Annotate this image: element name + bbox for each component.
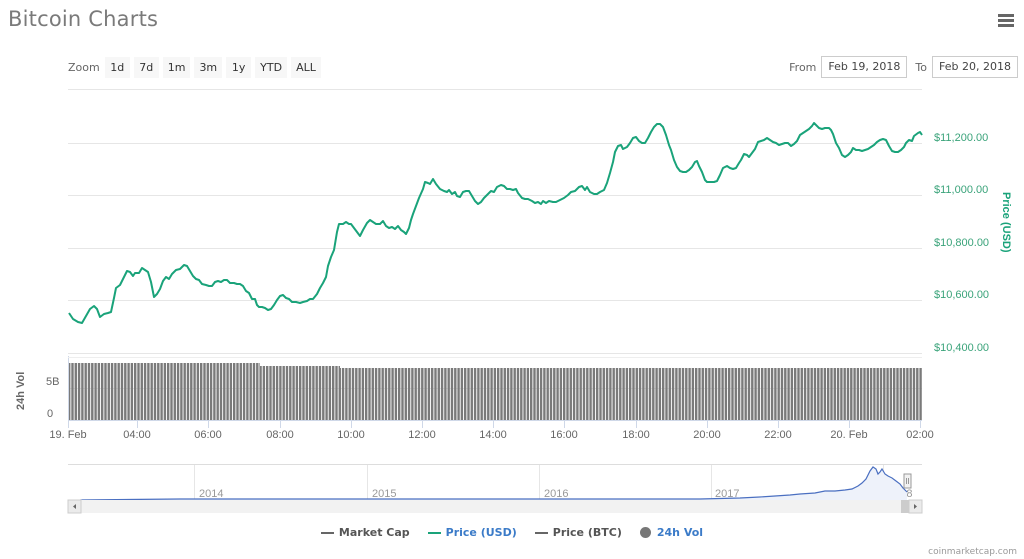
x-axis-labels: 19. Feb 04:00 06:00 08:00 10:00 12:00 14… [49, 429, 933, 441]
price-axis-labels: $11,200.00 $11,000.00 $10,800.00 $10,600… [934, 132, 989, 354]
svg-text:16:00: 16:00 [550, 429, 578, 441]
market-cap-line-icon [320, 531, 334, 534]
price-tick-11000: $11,000.00 [934, 184, 988, 196]
legend-item-price-btc[interactable]: Price (BTC) [534, 526, 622, 539]
price-tick-10800: $10,800.00 [934, 237, 989, 249]
price-usd-line [68, 122, 923, 324]
price-axis-title: Price (USD) [1000, 192, 1012, 253]
svg-text:19. Feb: 19. Feb [49, 429, 86, 441]
scrollbar-thumb[interactable] [901, 500, 909, 513]
x-axis-ticks [68, 421, 921, 428]
zoom-range-selector: Zoom 1d 7d 1m 3m 1y YTD ALL [68, 57, 325, 78]
legend-item-price-usd[interactable]: Price (USD) [427, 526, 517, 539]
svg-text:04:00: 04:00 [123, 429, 151, 441]
zoom-3m-button[interactable]: 3m [194, 57, 223, 78]
price-tick-11200: $11,200.00 [934, 132, 988, 144]
volume-axis-title: 24h Vol [15, 372, 27, 410]
navigator-series [80, 468, 907, 500]
navigator-handle[interactable] [903, 473, 912, 489]
svg-text:12:00: 12:00 [408, 429, 436, 441]
navigator-scrollbar[interactable] [67, 499, 923, 514]
svg-text:2014: 2014 [199, 488, 223, 500]
svg-text:02:00: 02:00 [906, 429, 934, 441]
zoom-1y-button[interactable]: 1y [226, 57, 252, 78]
svg-text:22:00: 22:00 [764, 429, 792, 441]
hamburger-menu-icon[interactable] [998, 14, 1014, 27]
svg-text:20:00: 20:00 [693, 429, 721, 441]
zoom-ytd-button[interactable]: YTD [255, 57, 288, 78]
chart-legend: Market Cap Price (USD) Price (BTC) 24h V… [0, 526, 1024, 539]
svg-text:2015: 2015 [372, 488, 396, 500]
svg-text:14:00: 14:00 [479, 429, 507, 441]
arrow-left-icon [73, 504, 76, 509]
navigator[interactable]: 2014 2015 2016 2017 2018 [68, 464, 922, 501]
legend-item-market-cap[interactable]: Market Cap [320, 526, 410, 539]
svg-text:06:00: 06:00 [194, 429, 222, 441]
price-tick-10400: $10,400.00 [934, 342, 989, 354]
volume-bars [68, 363, 922, 420]
from-label: From [789, 60, 817, 74]
legend-item-24h-vol[interactable]: 24h Vol [639, 526, 703, 539]
zoom-label: Zoom [68, 61, 100, 74]
from-date-input[interactable]: Feb 19, 2018 [821, 56, 908, 78]
zoom-1m-button[interactable]: 1m [162, 57, 191, 78]
volume-tick-5b: 5B [46, 376, 59, 388]
volume-tick-0: 0 [47, 408, 53, 420]
svg-text:18:00: 18:00 [622, 429, 650, 441]
price-btc-line-icon [534, 531, 548, 534]
svg-text:10:00: 10:00 [337, 429, 365, 441]
price-tick-10600: $10,600.00 [934, 289, 989, 301]
page-title: Bitcoin Charts [8, 7, 159, 31]
date-range-inputs: From Feb 19, 2018 To Feb 20, 2018 [781, 56, 1018, 78]
to-date-input[interactable]: Feb 20, 2018 [932, 56, 1018, 78]
zoom-1d-button[interactable]: 1d [104, 57, 130, 78]
zoom-7d-button[interactable]: 7d [133, 57, 159, 78]
price-gridlines [68, 89, 922, 354]
svg-text:2017: 2017 [715, 488, 739, 500]
svg-text:08:00: 08:00 [266, 429, 294, 441]
zoom-all-button[interactable]: ALL [291, 57, 321, 78]
to-label: To [915, 60, 927, 74]
svg-text:2016: 2016 [544, 488, 568, 500]
credits-link[interactable]: coinmarketcap.com [928, 547, 1017, 557]
arrow-right-icon [914, 504, 917, 509]
volume-dot-icon [639, 527, 651, 538]
price-usd-line-icon [427, 531, 441, 534]
svg-text:20. Feb: 20. Feb [830, 429, 867, 441]
